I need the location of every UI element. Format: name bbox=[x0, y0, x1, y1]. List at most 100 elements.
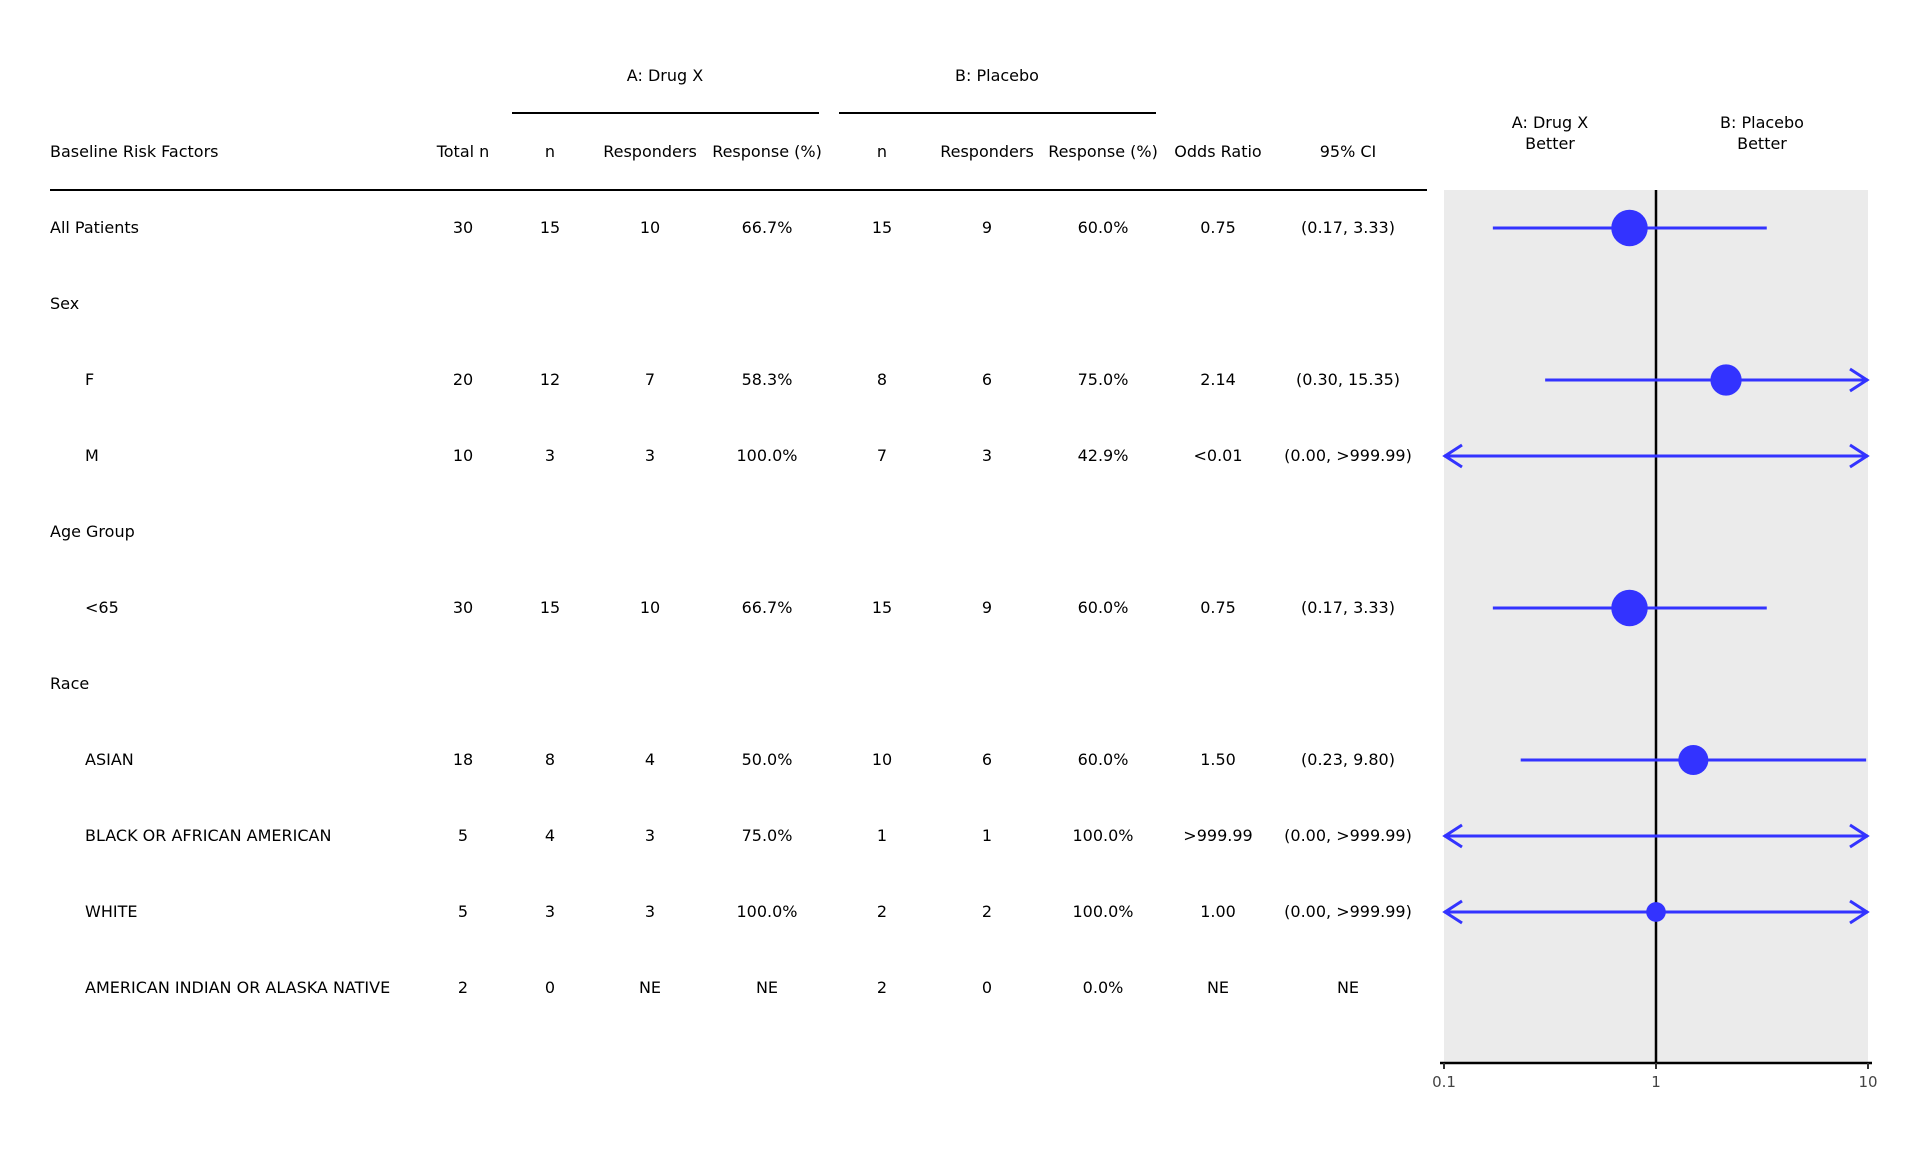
group-underline-placebo bbox=[839, 112, 1156, 114]
row-label: F bbox=[85, 370, 95, 389]
table-cell: >999.99 bbox=[1183, 826, 1253, 845]
table-cell: 15 bbox=[539, 598, 561, 617]
table-cell: 75.0% bbox=[741, 826, 793, 845]
point-estimate bbox=[1678, 744, 1709, 776]
table-cell: 30 bbox=[452, 218, 474, 237]
table-cell: 7 bbox=[876, 446, 888, 465]
table-cell: (0.30, 15.35) bbox=[1295, 370, 1401, 389]
table-cell: 66.7% bbox=[741, 598, 793, 617]
table-cell: 66.7% bbox=[741, 218, 793, 237]
table-cell: NE bbox=[755, 978, 779, 997]
table-cell: 2 bbox=[876, 978, 888, 997]
table-cell: <0.01 bbox=[1193, 446, 1243, 465]
point-estimate bbox=[1611, 209, 1648, 247]
ci-arrow-right bbox=[1849, 443, 1870, 469]
x-tick-label: 0.1 bbox=[1432, 1073, 1456, 1091]
row-label: <65 bbox=[85, 598, 119, 617]
table-cell: 4 bbox=[644, 750, 656, 769]
table-cell: 1.00 bbox=[1200, 902, 1236, 921]
table-cell: NE bbox=[1336, 978, 1360, 997]
row-label: ASIAN bbox=[85, 750, 134, 769]
table-cell: 2 bbox=[876, 902, 888, 921]
table-cell: 0.0% bbox=[1082, 978, 1124, 997]
table-cell: 30 bbox=[452, 598, 474, 617]
row-label: Age Group bbox=[50, 522, 135, 541]
table-cell: 20 bbox=[452, 370, 474, 389]
group-header-drug-x: A: Drug X bbox=[626, 66, 704, 85]
group-header-placebo: B: Placebo bbox=[955, 66, 1039, 85]
table-cell: 10 bbox=[639, 598, 661, 617]
table-cell: NE bbox=[638, 978, 662, 997]
right-favor-label: B: Placebo bbox=[1720, 113, 1804, 132]
table-cell: 10 bbox=[452, 446, 474, 465]
column-header: Responders bbox=[603, 142, 697, 161]
table-cell: 0 bbox=[981, 978, 993, 997]
table-cell: 6 bbox=[981, 370, 993, 389]
column-header: Total n bbox=[436, 142, 490, 161]
table-cell: (0.00, >999.99) bbox=[1284, 902, 1412, 921]
table-cell: 75.0% bbox=[1077, 370, 1129, 389]
ci-arrow-right bbox=[1849, 823, 1870, 849]
column-header: Response (%) bbox=[712, 142, 822, 161]
table-cell: 2.14 bbox=[1200, 370, 1236, 389]
table-cell: 1.50 bbox=[1200, 750, 1236, 769]
column-header: 95% CI bbox=[1319, 142, 1377, 161]
ci-arrow-left bbox=[1442, 443, 1463, 469]
table-cell: 60.0% bbox=[1077, 218, 1129, 237]
table-cell: 3 bbox=[644, 446, 656, 465]
row-label: All Patients bbox=[50, 218, 139, 237]
table-cell: 3 bbox=[544, 902, 556, 921]
column-header: Response (%) bbox=[1048, 142, 1158, 161]
column-header: n bbox=[876, 142, 888, 161]
table-cell: 10 bbox=[639, 218, 661, 237]
table-cell: (0.17, 3.33) bbox=[1301, 218, 1395, 237]
row-label: Race bbox=[50, 674, 90, 693]
ci-arrow-left bbox=[1442, 823, 1463, 849]
table-cell: 100.0% bbox=[1072, 902, 1134, 921]
header-rule bbox=[50, 189, 1427, 191]
group-underline-drug-x bbox=[512, 112, 819, 114]
table-cell: 60.0% bbox=[1077, 598, 1129, 617]
right-favor-label: Better bbox=[1737, 134, 1787, 153]
table-cell: 0.75 bbox=[1200, 218, 1236, 237]
table-cell: 9 bbox=[981, 598, 993, 617]
table-cell: 60.0% bbox=[1077, 750, 1129, 769]
table-cell: (0.23, 9.80) bbox=[1301, 750, 1395, 769]
row-label: M bbox=[85, 446, 99, 465]
row-label: Sex bbox=[50, 294, 80, 313]
table-cell: 6 bbox=[981, 750, 993, 769]
column-header: Responders bbox=[940, 142, 1034, 161]
table-cell: (0.00, >999.99) bbox=[1284, 826, 1412, 845]
table-cell: 5 bbox=[457, 826, 469, 845]
table-cell: 2 bbox=[457, 978, 469, 997]
table-cell: 100.0% bbox=[736, 446, 798, 465]
column-header: Odds Ratio bbox=[1174, 142, 1262, 161]
table-cell: 100.0% bbox=[736, 902, 798, 921]
table-cell: 0 bbox=[544, 978, 556, 997]
table-cell: 42.9% bbox=[1077, 446, 1129, 465]
table-cell: 15 bbox=[871, 218, 893, 237]
table-cell: (0.00, >999.99) bbox=[1284, 446, 1412, 465]
table-cell: 15 bbox=[871, 598, 893, 617]
table-cell: 3 bbox=[644, 826, 656, 845]
table-cell: 7 bbox=[644, 370, 656, 389]
table-cell: 1 bbox=[876, 826, 888, 845]
table-cell: (0.17, 3.33) bbox=[1301, 598, 1395, 617]
column-header: Baseline Risk Factors bbox=[50, 142, 219, 161]
table-cell: 2 bbox=[981, 902, 993, 921]
table-cell: 58.3% bbox=[741, 370, 793, 389]
table-cell: 9 bbox=[981, 218, 993, 237]
ci-arrow-right bbox=[1849, 899, 1870, 925]
table-cell: 3 bbox=[644, 902, 656, 921]
row-label: AMERICAN INDIAN OR ALASKA NATIVE bbox=[85, 978, 391, 997]
x-tick-label: 1 bbox=[1651, 1073, 1661, 1091]
ci-arrow-right bbox=[1849, 367, 1870, 393]
table-cell: 8 bbox=[544, 750, 556, 769]
table-cell: 12 bbox=[539, 370, 561, 389]
table-cell: 100.0% bbox=[1072, 826, 1134, 845]
table-cell: NE bbox=[1206, 978, 1230, 997]
row-label: BLACK OR AFRICAN AMERICAN bbox=[85, 826, 332, 845]
table-cell: 1 bbox=[981, 826, 993, 845]
table-cell: 50.0% bbox=[741, 750, 793, 769]
table-cell: 0.75 bbox=[1200, 598, 1236, 617]
